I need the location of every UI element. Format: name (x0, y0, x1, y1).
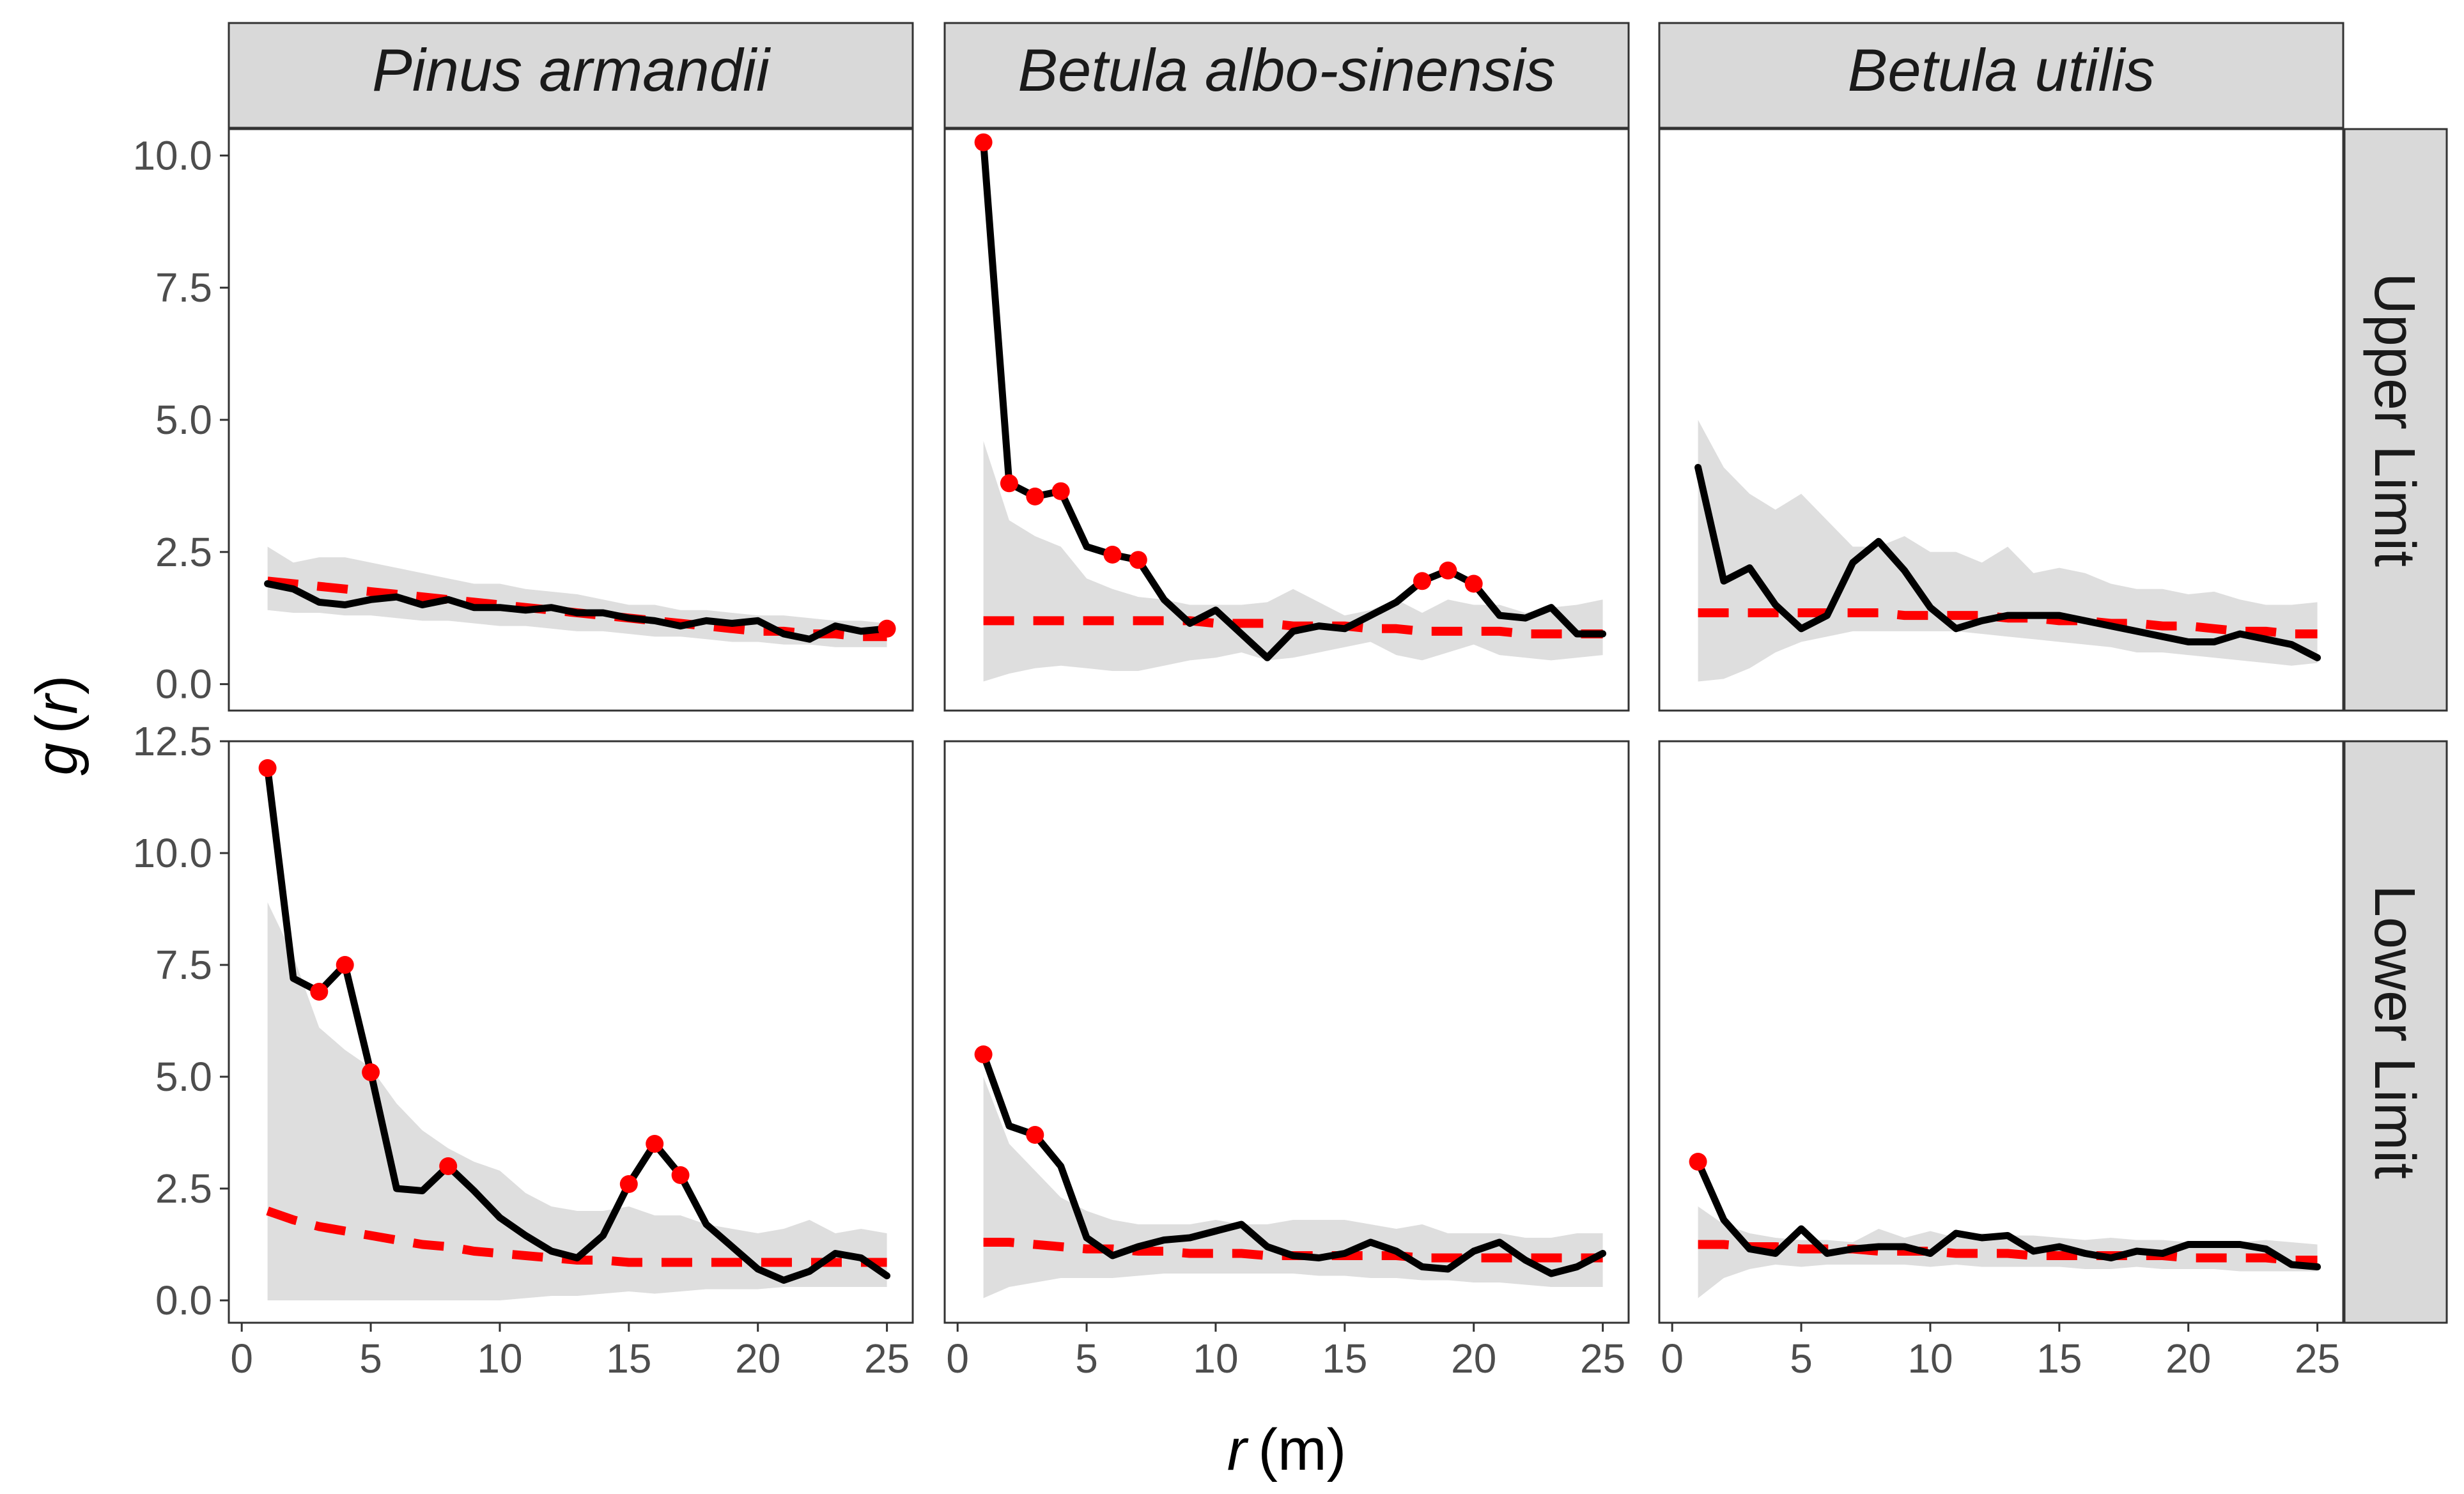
significant-point (1026, 488, 1044, 505)
y-axis-close-paren: ) (24, 675, 89, 695)
column-strip-betula-albo: Betula albo-sinensis (943, 22, 1630, 129)
strip-label-row-0: Upper Limit (2362, 273, 2426, 567)
significant-point (1051, 482, 1070, 500)
y-tick-label: 2.5 (155, 529, 212, 575)
significant-point (1103, 546, 1122, 564)
observed-line (264, 580, 891, 643)
panels-layer: 0.0 2.5 5.0 7.5 10.0 0.0 2.5 5.0 7.5 10.0 12.5 0 5 10… (132, 128, 2344, 1382)
strip-label-col-0: Pinus armandii (372, 36, 771, 104)
observed-line (1694, 464, 2321, 661)
row-strip-upper: Upper Limit (2343, 128, 2448, 712)
panel-1-0: 0.0 2.5 5.0 7.5 10.0 12.5 0 5 10 15 20 25 (132, 718, 914, 1382)
x-tick-label: 25 (864, 1336, 910, 1382)
x-tick-label: 5 (1790, 1336, 1813, 1382)
panel-0-0: 0.0 2.5 5.0 7.5 10.0 (132, 128, 914, 712)
y-tick-label: 7.5 (155, 265, 212, 311)
x-axis-unit: (m) (1258, 1417, 1346, 1482)
significant-point (974, 1045, 993, 1063)
x-tick-label: 20 (1451, 1336, 1496, 1382)
column-strip-pinus: Pinus armandii (228, 22, 914, 129)
envelope-band (983, 1077, 1603, 1298)
significant-point (258, 759, 277, 777)
significant-point (439, 1157, 458, 1175)
expected-line (983, 616, 1603, 638)
expected-line (1698, 1240, 2318, 1265)
panel-border (943, 128, 1630, 712)
significant-point (362, 1063, 380, 1081)
x-axis-var: r (1227, 1417, 1249, 1482)
x-tick-label: 25 (2295, 1336, 2340, 1382)
x-tick-label: 20 (2166, 1336, 2211, 1382)
observed-line (980, 139, 1607, 661)
panel-0-1 (943, 128, 1630, 712)
y-tick-label: 2.5 (155, 1166, 212, 1212)
observed-line (980, 1051, 1607, 1277)
strip-label-col-2: Betula utilis (1848, 36, 2155, 104)
significant-point (1464, 574, 1483, 593)
row-strip-lower: Lower Limit (2343, 740, 2448, 1324)
x-tick-label: 10 (477, 1336, 522, 1382)
y-tick-label: 12.5 (132, 718, 212, 764)
x-tick-label: 15 (606, 1336, 651, 1382)
x-tick-label: 15 (2036, 1336, 2082, 1382)
significant-point (1689, 1153, 1707, 1171)
panel-1-2: 0 5 10 15 20 25 (1658, 740, 2344, 1382)
significant-point (1439, 561, 1457, 580)
y-axis-title: g (r) (24, 675, 89, 775)
significant-point (878, 619, 896, 638)
y-axis-open-paren: ( (24, 714, 89, 734)
panel-0-2 (1658, 128, 2344, 712)
strip-label-row-1: Lower Limit (2362, 885, 2426, 1179)
x-tick-label: 25 (1580, 1336, 1625, 1382)
panel-border (1658, 740, 2344, 1324)
significant-point (310, 983, 329, 1001)
x-tick-label: 15 (1322, 1336, 1367, 1382)
y-tick-label: 10.0 (132, 830, 212, 876)
x-tick-label: 10 (1193, 1336, 1238, 1382)
x-tick-label: 20 (735, 1336, 780, 1382)
envelope-band (267, 902, 887, 1300)
panel-border (943, 740, 1630, 1324)
x-tick-label: 0 (946, 1336, 969, 1382)
significant-point (619, 1175, 638, 1193)
significant-point (974, 133, 993, 151)
significant-point (336, 956, 354, 974)
significant-point (671, 1166, 690, 1184)
panel-1-1: 0 5 10 15 20 25 (943, 740, 1630, 1382)
x-tick-label: 10 (1907, 1336, 1953, 1382)
y-axis-fn: g (24, 743, 89, 775)
significant-point (1129, 551, 1147, 569)
y-tick-label: 5.0 (155, 397, 212, 443)
y-tick-label: 10.0 (132, 132, 212, 178)
y-tick-label: 0.0 (155, 661, 212, 707)
panel-border (1658, 128, 2344, 712)
x-tick-label: 0 (230, 1336, 253, 1382)
y-tick-label: 0.0 (155, 1277, 212, 1323)
observed-line (1694, 1158, 2321, 1270)
x-tick-label: 5 (1075, 1336, 1098, 1382)
y-tick-label: 5.0 (155, 1054, 212, 1100)
column-strip-betula-utilis: Betula utilis (1658, 22, 2344, 129)
panel-background (1659, 741, 2343, 1323)
x-tick-label: 5 (359, 1336, 382, 1382)
significant-point (646, 1135, 664, 1153)
strip-label-col-1: Betula albo-sinensis (1018, 36, 1555, 104)
y-axis-var: r (24, 693, 89, 714)
x-tick-label: 0 (1661, 1336, 1684, 1382)
y-tick-label: 7.5 (155, 942, 212, 988)
significant-point (1413, 572, 1431, 590)
x-axis-title: r (m) (1227, 1417, 1347, 1482)
significant-point (1000, 474, 1018, 493)
panel-border (228, 740, 914, 1324)
significant-point (1026, 1126, 1044, 1144)
